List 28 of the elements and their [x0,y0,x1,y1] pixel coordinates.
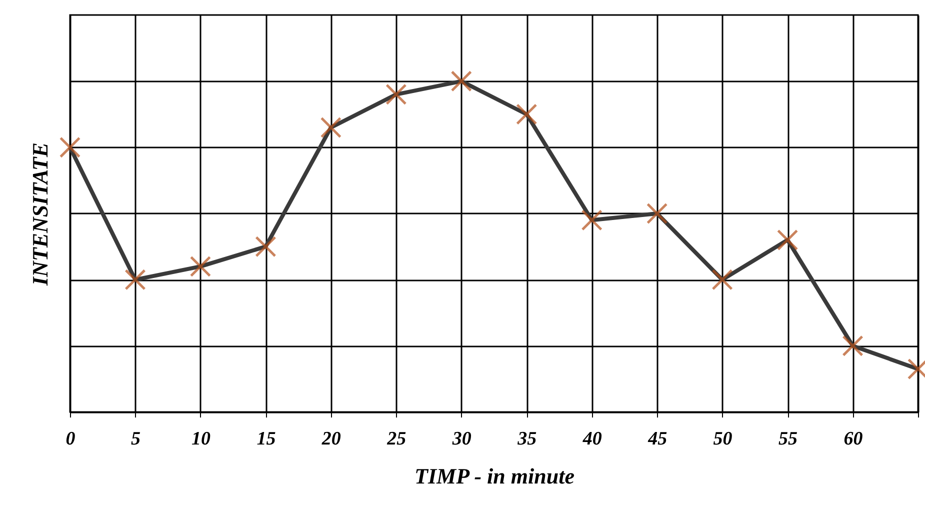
x-tick-label: 30 [451,428,472,450]
point [712,269,733,290]
x-tick-label: 15 [256,428,276,450]
x-tick-label: 50 [713,428,733,450]
y-axis-title: INTENSITATE [28,142,52,287]
x-tick-label: 60 [844,428,864,450]
point [190,256,212,278]
x-tick-label: 55 [778,428,798,450]
x-tick-label: 25 [386,428,407,450]
point [124,269,146,290]
point [386,84,407,106]
x-tick-label: 5 [130,428,141,450]
point [646,202,668,224]
x-tick-label: 40 [582,428,602,450]
point [450,70,472,92]
point [776,229,798,251]
x-tick-label: 0 [66,428,76,450]
x-axis-title: TIMP - in minute [414,464,575,488]
point [842,335,864,356]
point [59,136,81,158]
point [516,104,538,125]
x-tick-label: 45 [647,428,668,450]
point [581,210,602,231]
point [255,236,276,258]
x-tick-label: 10 [191,428,211,450]
point [320,116,342,138]
x-tick-label: 35 [516,428,538,450]
x-tick-label: 20 [320,428,342,450]
